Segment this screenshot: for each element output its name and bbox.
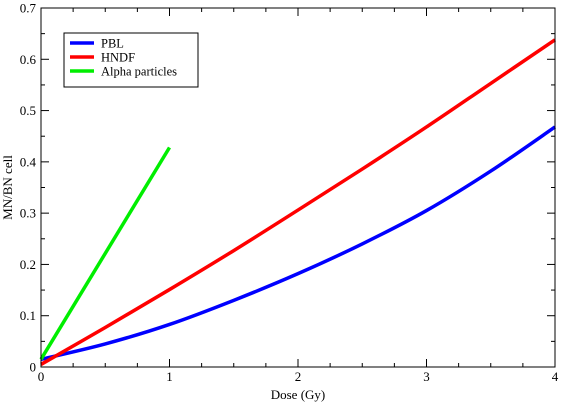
x-tick-label: 1 [166, 369, 173, 384]
y-tick-label: 0.7 [20, 1, 37, 16]
y-axis: 0 0.1 0.2 0.3 0.4 0.5 0.6 0.7 [20, 1, 555, 375]
x-tick-label: 2 [295, 369, 302, 384]
legend-label: HNDF [101, 51, 135, 65]
series-line-pbl [40, 125, 556, 362]
plot-lines [39, 38, 556, 366]
y-tick-label: 0.4 [20, 154, 37, 169]
legend-label: PBL [101, 37, 124, 51]
y-tick-label: 0.5 [20, 103, 36, 118]
y-tick-label: 0.2 [20, 257, 36, 272]
series-line-hndf [40, 38, 556, 366]
y-tick-label: 0 [30, 360, 37, 375]
x-axis: 0 1 2 3 4 [38, 8, 559, 384]
y-axis-label: MN/BN cell [0, 155, 15, 220]
legend-box [63, 32, 199, 88]
y-tick-label: 0.3 [20, 206, 36, 221]
x-axis-label: Dose (Gy) [271, 387, 326, 402]
x-tick-label: 3 [423, 369, 430, 384]
series-line-alpha-particles [39, 146, 171, 361]
legend-label: Alpha particles [101, 65, 177, 79]
y-tick-label: 0.6 [20, 52, 37, 67]
y-tick-label: 0.1 [20, 308, 36, 323]
x-tick-label: 4 [552, 369, 559, 384]
x-tick-label: 0 [38, 369, 45, 384]
